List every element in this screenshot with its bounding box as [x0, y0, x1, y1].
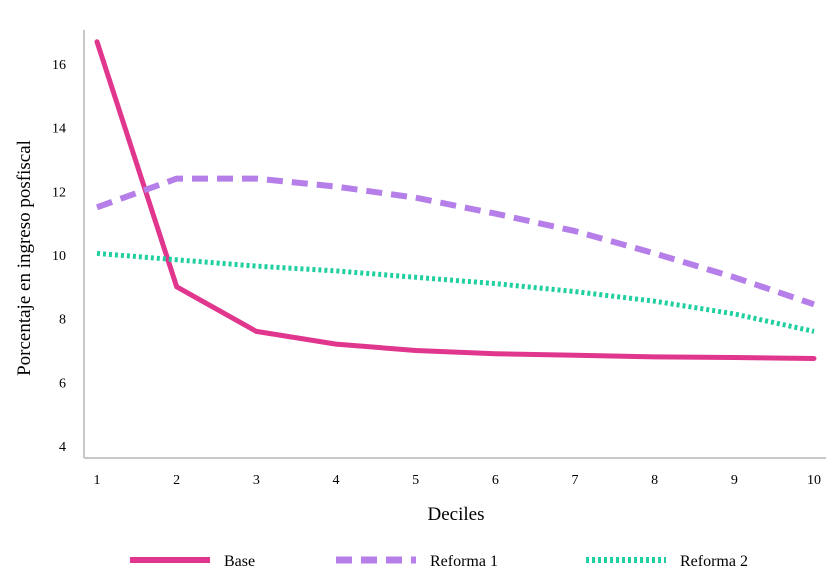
x-tick-label: 3 — [253, 473, 260, 488]
x-tick-label: 6 — [492, 473, 499, 488]
x-axis-title: Deciles — [428, 504, 485, 525]
legend-label: Reforma 1 — [430, 553, 498, 570]
y-tick-label: 8 — [59, 313, 66, 328]
x-tick-label: 1 — [94, 473, 101, 488]
y-tick-labels: 4 6 8 10 12 14 16 — [52, 58, 66, 455]
series-line-2 — [95, 175, 815, 308]
y-tick-label: 16 — [52, 58, 66, 73]
y-tick-label: 12 — [52, 185, 66, 200]
legend-item: Base — [130, 553, 255, 570]
x-tick-label: 9 — [731, 473, 738, 488]
series-line-1 — [94, 39, 817, 361]
x-tick-label: 8 — [651, 473, 658, 488]
y-tick-label: 10 — [52, 249, 66, 264]
series-lines — [94, 39, 817, 361]
legend: Base Reforma 1 Reforma 2 — [130, 553, 748, 570]
x-tick-label: 5 — [412, 473, 419, 488]
series-line-3 — [96, 250, 815, 334]
y-tick-label: 4 — [59, 440, 66, 455]
axes — [83, 30, 826, 459]
x-tick-labels: 1 2 3 4 5 6 7 8 9 10 — [94, 473, 822, 488]
x-tick-label: 10 — [807, 473, 821, 488]
y-axis-title: Porcentaje en ingreso posfiscal — [14, 140, 35, 376]
legend-item: Reforma 1 — [336, 553, 498, 570]
legend-item: Reforma 2 — [586, 553, 748, 570]
x-tick-label: 4 — [333, 473, 340, 488]
legend-label: Reforma 2 — [680, 553, 748, 570]
x-tick-label: 7 — [572, 473, 579, 488]
x-tick-label: 2 — [173, 473, 180, 488]
y-tick-label: 14 — [52, 122, 66, 137]
y-tick-label: 6 — [59, 376, 66, 391]
legend-label: Base — [224, 553, 255, 570]
